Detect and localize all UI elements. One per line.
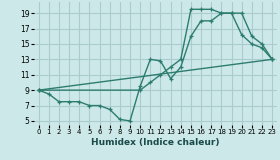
- X-axis label: Humidex (Indice chaleur): Humidex (Indice chaleur): [91, 138, 220, 147]
